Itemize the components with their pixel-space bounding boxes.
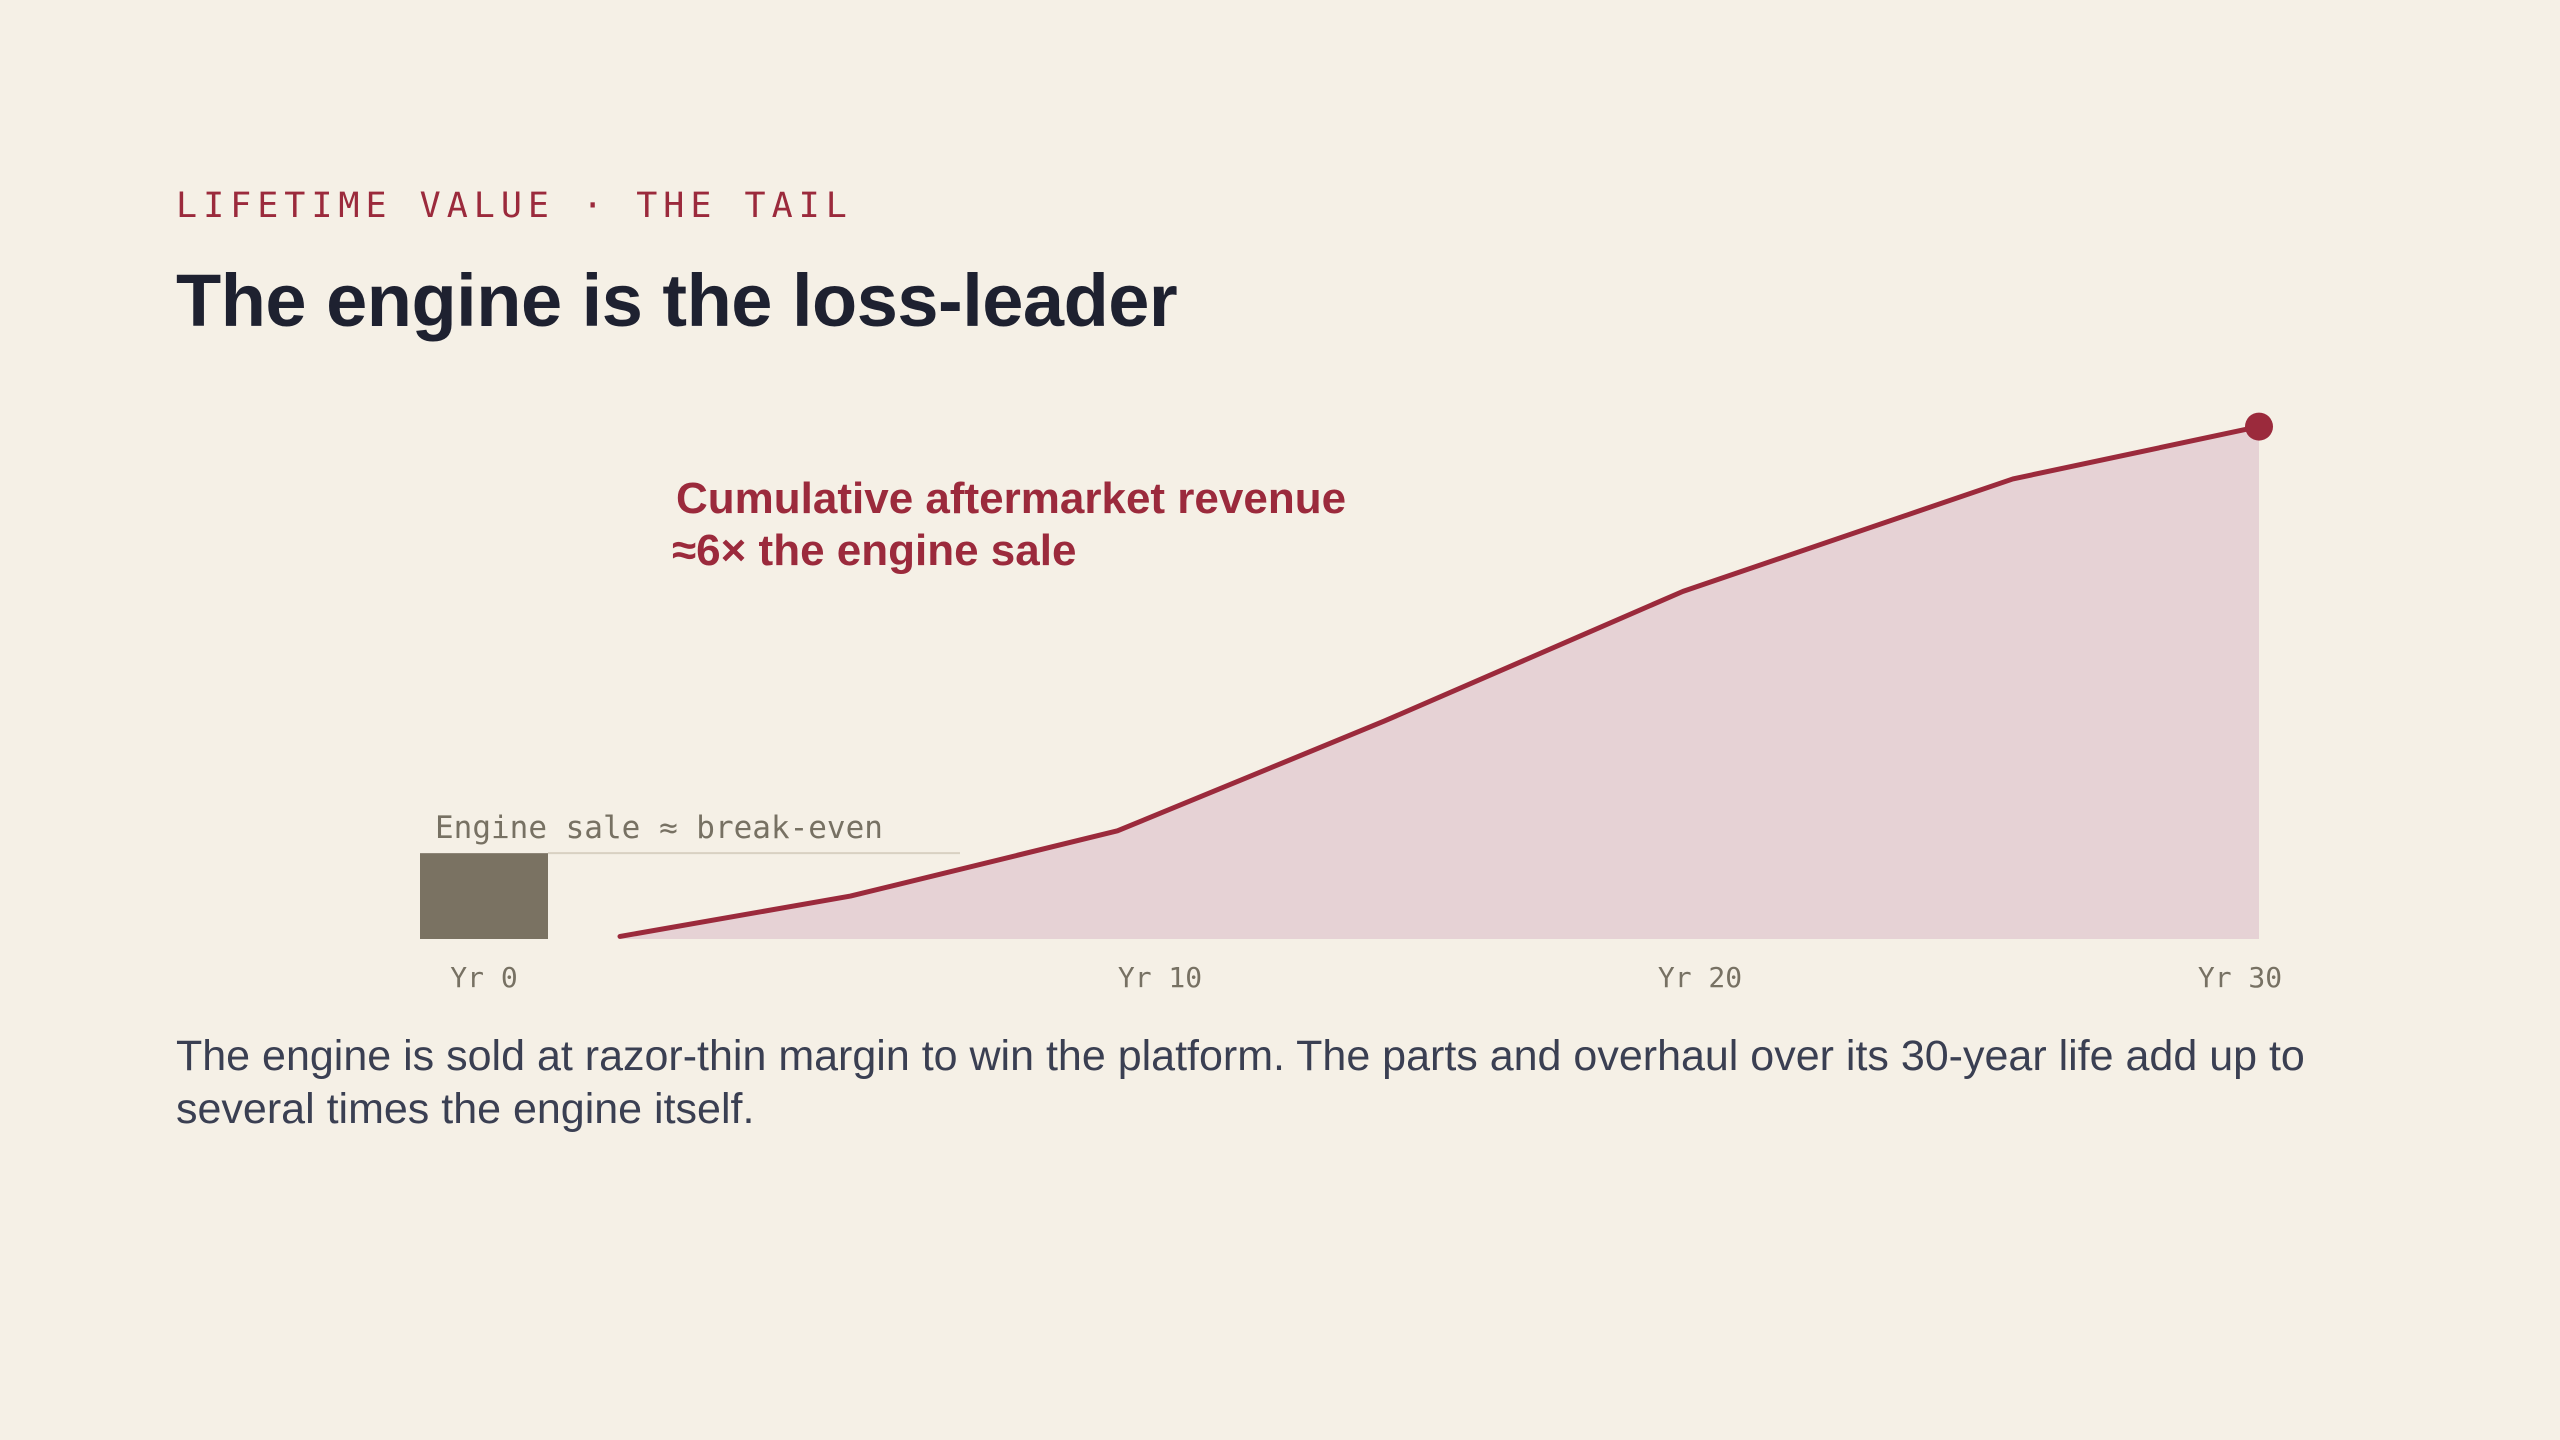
eyebrow-label: LIFETIME VALUE · THE TAIL [176, 186, 853, 226]
engine-sale-bar [420, 853, 548, 939]
end-point-marker [2245, 412, 2273, 441]
annotation-line-2: ≈6× the engine sale [672, 526, 1076, 575]
aftermarket-area [620, 426, 2259, 939]
chart-layer: Yr 0 Yr 10 Yr 20 Yr 30 [420, 412, 2282, 994]
page-title: The engine is the loss-leader [176, 259, 1178, 342]
annotation-line-1: Cumulative aftermarket revenue [676, 474, 1346, 523]
x-tick-label: Yr 20 [1658, 961, 1742, 994]
engine-sale-label: Engine sale ≈ break-even [435, 810, 883, 846]
x-tick-label: Yr 10 [1118, 961, 1202, 994]
x-tick-label: Yr 30 [2198, 961, 2282, 994]
x-tick-label: Yr 0 [450, 961, 517, 994]
caption: The engine is sold at razor-thin margin … [176, 1032, 2305, 1133]
aftermarket-line [617, 424, 2262, 939]
